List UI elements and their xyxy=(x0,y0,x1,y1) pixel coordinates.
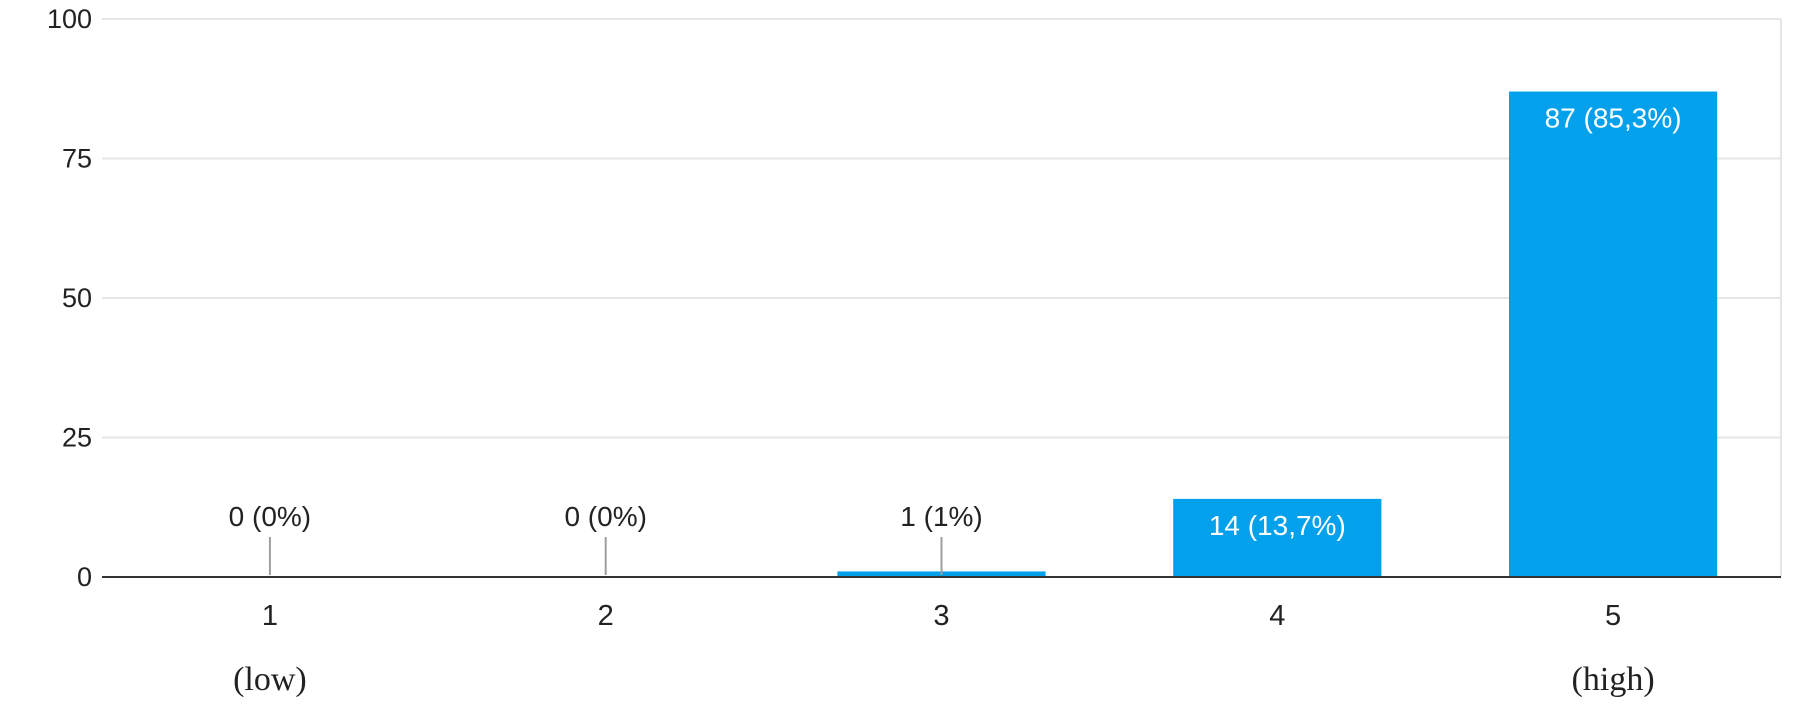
gridlines xyxy=(102,18,1782,577)
data-labels: 0 (0%) 0 (0%) 1 (1%) 14 (13,7%) 87 (85,3%) xyxy=(229,103,1682,575)
x-tick-label: 2 xyxy=(598,600,614,632)
bar-data-label: 87 (85,3%) xyxy=(1545,103,1682,134)
bar xyxy=(1173,498,1382,577)
y-tick-label: 0 xyxy=(77,562,92,592)
bar xyxy=(1509,91,1718,577)
y-axis-ticks: 0 25 50 75 100 xyxy=(47,4,92,592)
x-tick-label: 1 xyxy=(262,600,278,632)
x-tick-label: 3 xyxy=(933,600,949,632)
bar-data-label: 14 (13,7%) xyxy=(1209,510,1346,541)
y-tick-label: 50 xyxy=(62,283,92,313)
x-tick-label: 5 xyxy=(1605,600,1621,632)
x-tick-label: 4 xyxy=(1269,600,1285,632)
y-tick-label: 100 xyxy=(47,4,92,34)
bar-data-label: 0 (0%) xyxy=(564,501,646,532)
y-tick-label: 25 xyxy=(62,423,92,453)
y-tick-label: 75 xyxy=(62,144,92,174)
bar-data-label: 0 (0%) xyxy=(229,501,311,532)
bar-data-label: 1 (1%) xyxy=(900,501,982,532)
x-axis-ticks: 1 (low) 2 3 4 5 (high) xyxy=(102,576,1781,698)
x-tick-sublabel: (high) xyxy=(1572,661,1655,698)
x-tick-sublabel: (low) xyxy=(233,661,307,698)
